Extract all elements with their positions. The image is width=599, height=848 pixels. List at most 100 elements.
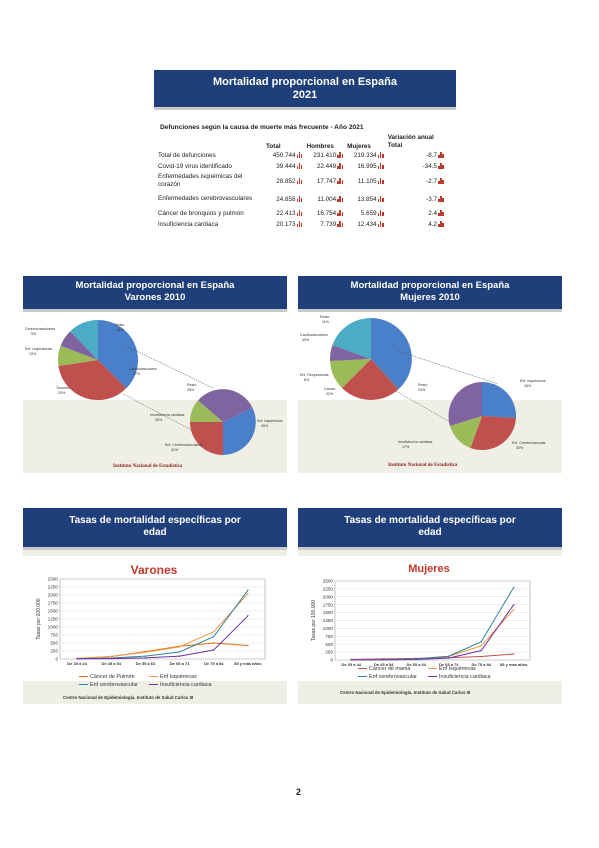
row-cause: Total de defunciones (156, 150, 264, 161)
slide-tasas-mujeres: Tasas de mortalidad específicas por edad… (298, 508, 562, 704)
row-men-value: 17.747 (317, 178, 336, 185)
y-tick-label: 500 (325, 642, 333, 647)
y-tick-label: 0 (330, 658, 333, 663)
row-men-value: 16.754 (317, 210, 336, 217)
data-point (351, 659, 352, 660)
chart-legend: Cáncer de Pulmón Enf Isquémicas Enf cere… (79, 674, 279, 694)
row-men: 231.410 (305, 150, 346, 161)
source-ine: Instituto Nacional de Estadística (388, 463, 457, 468)
row-women: 219.334 (345, 150, 386, 161)
row-women-value: 12.434 (357, 221, 376, 228)
row-total: 24.858 (264, 190, 305, 208)
x-tick-label: 85 y más años (234, 661, 262, 666)
row-variation: 2.4 (386, 208, 446, 219)
row-cause: Enfermedades cerebrovasculares (156, 190, 264, 208)
legend-item: Enf Isquémicas (428, 666, 476, 672)
row-total-value: 450.744 (273, 152, 296, 159)
row-variation-value: -8.7 (426, 152, 437, 159)
sublabel-insuficiencia: Insuficiencia cardiaca (398, 440, 432, 444)
y-tick-label: 250 (325, 650, 333, 655)
y-tick-label: 1250 (323, 618, 334, 623)
row-total: 39.444 (264, 161, 305, 172)
pie-chart-mujeres: Resto 11% Cardiovasculares 45% Enf. Resp… (298, 276, 562, 473)
data-point (383, 659, 384, 660)
bar-chart-icon (438, 163, 444, 169)
bar-chart-icon (438, 178, 444, 184)
source-ine: Instituto Nacional de Estadística (113, 464, 182, 469)
col-variation-line1: Variación anual (388, 134, 444, 142)
sublabel-isquemicas: Enf. isquémicas (257, 419, 283, 423)
x-tick-label: De 45 a 54 (101, 661, 121, 666)
sublabel-insuficiencia: Insuficiencia cardiaca (150, 413, 184, 417)
data-point (213, 649, 214, 650)
table-row: Insuficiencia cardiaca 20.173 7.739 12.434 4… (156, 219, 446, 230)
y-tick-label: 1000 (48, 625, 59, 630)
legend-label: Enf cerebrovascular (369, 674, 417, 680)
row-cause-value: Insuficiencia cardiaca (158, 221, 218, 228)
slide-header: Mortalidad proporcional en España 2021 (154, 70, 456, 110)
y-tick-label: 2250 (323, 587, 334, 592)
data-point (247, 593, 248, 594)
col-women: Mujeres (345, 134, 386, 150)
row-cause: Insuficiencia cardiaca (156, 219, 264, 230)
legend-label: Enf cerebrovascular (90, 682, 138, 688)
subvalue-resto: 26% (187, 388, 195, 392)
data-point (513, 609, 514, 610)
row-women-value: 11.105 (358, 178, 377, 185)
row-cause-value: Total de defunciones (158, 152, 216, 159)
slide-title-line1: Mortalidad proporcional en España (154, 76, 456, 89)
data-point (179, 651, 180, 652)
slide-mujeres-2010: Mortalidad proporcional en España Mujere… (298, 276, 562, 473)
col-variation: Variación anual Total (386, 134, 446, 150)
table-header-row: Total Hombres Mujeres Variación anual To… (156, 134, 446, 150)
subvalue-resto: 34% (418, 388, 426, 392)
data-point (448, 657, 449, 658)
table-row: Enfermedades isquémicas del corazón 28.85… (156, 172, 446, 190)
data-point (513, 653, 514, 654)
value-resto: 11% (117, 328, 125, 332)
bar-chart-icon (378, 163, 384, 169)
bar-chart-icon (378, 178, 384, 184)
y-tick-label: 2000 (323, 594, 334, 599)
y-tick-label: 1250 (48, 617, 59, 622)
data-point (513, 604, 514, 605)
row-variation: -3.7 (386, 190, 446, 208)
data-point (145, 655, 146, 656)
data-point (111, 658, 112, 659)
row-cause-value: Covid-19 virus identificado (158, 163, 232, 170)
col-variation-line2: Total (388, 142, 444, 150)
bar-chart-icon (337, 196, 343, 202)
row-women: 11.105 (345, 172, 386, 190)
legend-label: Cáncer de Pulmón (90, 674, 135, 680)
row-women: 5.659 (345, 208, 386, 219)
data-point (481, 645, 482, 646)
bar-chart-icon (297, 152, 303, 158)
data-point (145, 652, 146, 653)
label-respiratorias: Enf. Respiratorias (300, 373, 329, 377)
row-total: 20.173 (264, 219, 305, 230)
row-cause-value: Cáncer de bronquios y pulmón (158, 210, 244, 217)
row-cause-value: Enfermedades cerebrovasculares (158, 195, 252, 202)
y-tick-label: 1000 (323, 626, 334, 631)
label-respiratorias: Enf. respiratorias (25, 347, 52, 351)
value-cancer: 22% (326, 392, 334, 396)
bar-chart-icon (378, 196, 384, 202)
value-tumores: 33% (58, 391, 66, 395)
x-tick-label: De 35 a 44 (67, 661, 87, 666)
bar-chart-icon (297, 221, 303, 227)
row-variation-value: -34.5 (423, 163, 437, 170)
row-cause-value: Enfermedades isquémicas del corazón (158, 173, 242, 188)
value-cerebrovasculares: 9% (31, 332, 37, 336)
label-cardiovasculares: Cardiovasculares (300, 333, 328, 337)
data-point (247, 590, 248, 591)
data-point (76, 658, 77, 659)
row-variation: -2.7 (386, 172, 446, 190)
data-point (179, 655, 180, 656)
y-tick-label: 750 (50, 633, 58, 638)
sublabel-cerebrovasculares: Enf. Cerebrovasculares (165, 443, 203, 447)
data-point (213, 631, 214, 632)
y-tick-label: 2500 (323, 579, 334, 584)
slide-varones-2010: Mortalidad proporcional en España Varone… (23, 276, 287, 473)
label-cardiovasculares: Cardiovasculares (129, 367, 157, 371)
sub-pie (448, 382, 516, 450)
